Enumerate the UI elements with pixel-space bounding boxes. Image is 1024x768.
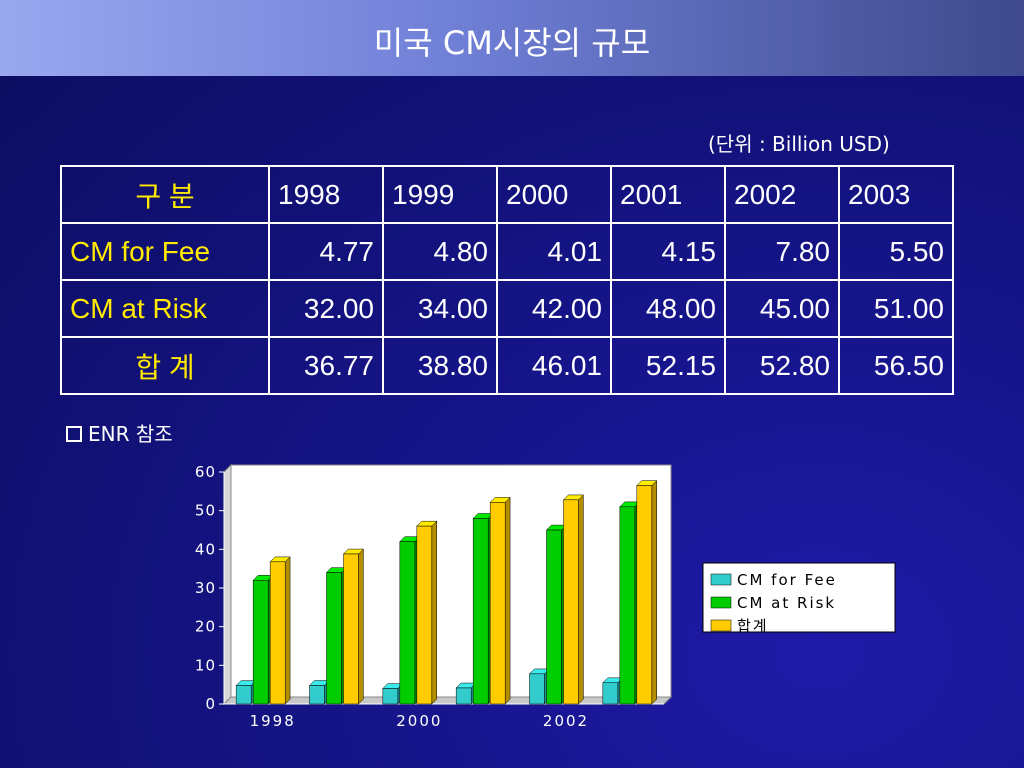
legend-label: CM for Fee <box>737 571 837 589</box>
table-cell: 5.50 <box>838 222 954 281</box>
x-tick-label: 2002 <box>543 712 589 730</box>
table-cell: 4.80 <box>382 222 498 281</box>
table-cell: 32.00 <box>268 279 384 338</box>
table-cell: 38.80 <box>382 336 498 395</box>
table-header-cell: 2003 <box>838 165 954 224</box>
table-cell: 4.01 <box>496 222 612 281</box>
y-tick-label: 20 <box>195 618 216 636</box>
table-cell: 36.77 <box>268 336 384 395</box>
bar <box>546 529 562 705</box>
table-header-cell: 2002 <box>724 165 840 224</box>
bar <box>326 572 342 705</box>
table-cell: 7.80 <box>724 222 840 281</box>
table-cell: 52.80 <box>724 336 840 395</box>
bar <box>235 685 252 705</box>
table-header-cell: 1998 <box>268 165 384 224</box>
table-header-cell: 구 분 <box>60 165 270 224</box>
legend-label: CM at Risk <box>737 594 836 612</box>
x-tick-label: 2000 <box>396 712 442 730</box>
table-cell: 45.00 <box>724 279 840 338</box>
table-row: 합 계 36.77 38.80 46.01 52.15 52.80 56.50 <box>60 336 954 395</box>
table-cell: 34.00 <box>382 279 498 338</box>
table-header-cell: 2000 <box>496 165 612 224</box>
table-header-cell: 1999 <box>382 165 498 224</box>
bar-side <box>284 556 291 705</box>
legend-swatch <box>710 619 732 632</box>
page-title: 미국 CM시장의 규모 <box>373 24 651 62</box>
bar-side <box>358 548 364 705</box>
bar <box>489 502 506 705</box>
bar <box>252 580 269 705</box>
bar <box>382 688 399 705</box>
plot-area <box>230 464 672 698</box>
data-table: 구 분 1998 1999 2000 2001 2002 2003 CM for… <box>60 165 954 395</box>
y-tick-label: 40 <box>195 540 216 558</box>
table-cell: 51.00 <box>838 279 954 338</box>
table-cell: 52.15 <box>610 336 726 395</box>
y-tick-label: 50 <box>195 502 216 520</box>
y-tick-label: 0 <box>205 695 216 713</box>
table-cell: 48.00 <box>610 279 726 338</box>
bar <box>529 673 545 705</box>
title-bar <box>0 0 1024 76</box>
bar <box>269 561 286 705</box>
bar <box>309 685 325 705</box>
bar <box>399 541 416 705</box>
x-tick-label: 1998 <box>250 712 296 730</box>
row-label: 합 계 <box>60 336 270 395</box>
row-label: CM at Risk <box>60 279 270 338</box>
table-cell: 4.77 <box>268 222 384 281</box>
legend-label: 합계 <box>737 617 769 635</box>
table-header-row: 구 분 1998 1999 2000 2001 2002 2003 <box>60 165 954 224</box>
legend-swatch <box>710 596 732 609</box>
checkbox-bullet-icon <box>66 426 82 442</box>
bar <box>472 518 489 705</box>
bar <box>343 553 359 705</box>
table-header-cell: 2001 <box>610 165 726 224</box>
y-tick-label: 10 <box>195 656 216 674</box>
source-note: ENR 참조 <box>66 418 173 447</box>
source-note-text: ENR 참조 <box>88 422 173 446</box>
bar-side <box>431 520 437 705</box>
bar <box>602 682 619 705</box>
bar <box>636 485 653 705</box>
bar <box>619 506 636 705</box>
row-label: CM for Fee <box>60 222 270 281</box>
bar <box>416 525 433 705</box>
side-wall <box>223 463 232 706</box>
bar-side <box>651 480 657 705</box>
table-cell: 42.00 <box>496 279 612 338</box>
bar <box>563 499 579 705</box>
legend-box <box>702 562 896 633</box>
bar <box>455 687 472 705</box>
unit-note: (단위 : Billion USD) <box>708 132 890 156</box>
table-row: CM for Fee 4.77 4.80 4.01 4.15 7.80 5.50 <box>60 222 954 281</box>
table-row: CM at Risk 32.00 34.00 42.00 48.00 45.00… <box>60 279 954 338</box>
table-cell: 4.15 <box>610 222 726 281</box>
bar-side <box>504 496 511 705</box>
legend-swatch <box>710 573 732 586</box>
bar-side <box>578 494 584 705</box>
y-tick-label: 60 <box>195 463 216 481</box>
table-cell: 56.50 <box>838 336 954 395</box>
table-cell: 46.01 <box>496 336 612 395</box>
y-tick-label: 30 <box>195 579 216 597</box>
